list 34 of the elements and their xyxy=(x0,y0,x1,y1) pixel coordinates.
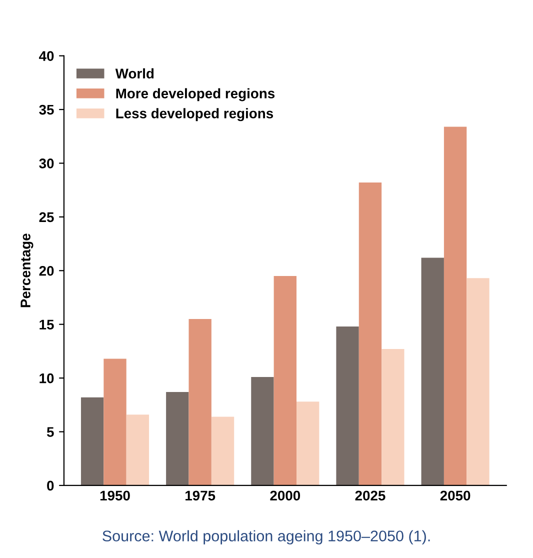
x-tick-label: 1975 xyxy=(186,490,216,501)
legend-label: World xyxy=(115,68,154,78)
bar xyxy=(251,376,274,486)
x-tick-label: 1950 xyxy=(100,490,130,501)
bar xyxy=(126,414,150,486)
y-tick-label: 20 xyxy=(39,266,54,276)
bar xyxy=(80,397,104,486)
y-tick-label: 15 xyxy=(40,320,54,330)
y-tick-label: 40 xyxy=(39,51,54,61)
y-tick-label: 25 xyxy=(39,212,54,222)
y-tick-label: 0 xyxy=(47,480,54,491)
bar xyxy=(382,349,404,486)
bar xyxy=(188,318,212,486)
y-tick-label: 10 xyxy=(40,373,54,384)
y-axis-title: Percentage xyxy=(20,234,34,308)
y-tick-label: 5 xyxy=(46,427,54,437)
x-tick-label: 2000 xyxy=(270,490,300,501)
bar xyxy=(274,276,296,486)
bar xyxy=(358,182,382,486)
bar xyxy=(211,416,234,486)
x-tick-label: 2025 xyxy=(355,490,386,501)
bar xyxy=(104,358,126,486)
bar xyxy=(166,392,189,486)
y-tick-label: 35 xyxy=(39,104,54,115)
y-tick-label: 30 xyxy=(39,158,54,168)
legend-label: Less developed regions xyxy=(116,108,274,122)
bar xyxy=(421,258,444,486)
bar xyxy=(466,278,490,486)
bar xyxy=(336,326,359,486)
bar xyxy=(444,126,467,486)
x-tick-label: 2050 xyxy=(440,490,470,501)
legend-label: More developed regions xyxy=(116,88,275,102)
bar xyxy=(296,402,320,486)
source-note: Source: World population ageing 1950–2050 (1). xyxy=(102,530,430,544)
